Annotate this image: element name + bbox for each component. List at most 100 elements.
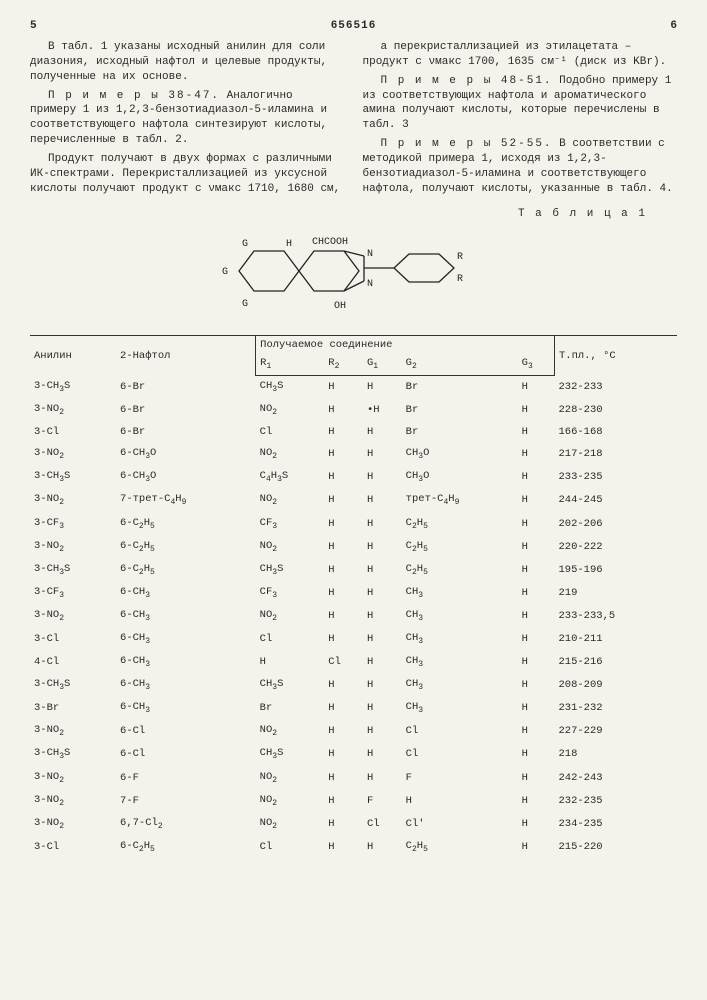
cell-t: 217-218	[554, 443, 677, 466]
cell-t: 227-229	[554, 720, 677, 743]
cell-t: 215-220	[554, 835, 677, 858]
cell-g3: H	[518, 697, 555, 720]
cell-a: 3-NO2	[30, 720, 116, 743]
cell-g2: CH3	[402, 651, 518, 674]
cell-g3: H	[518, 651, 555, 674]
table-row: 3-CF36-C2H5CF3HHC2H5H202-206	[30, 512, 677, 535]
cell-r2: H	[324, 604, 363, 627]
cell-n: 6-C2H5	[116, 558, 256, 581]
cell-g3: H	[518, 720, 555, 743]
cell-r1: NO2	[256, 489, 325, 512]
cell-g2: CH3	[402, 697, 518, 720]
cell-t: 244-245	[554, 489, 677, 512]
cell-r2: H	[324, 697, 363, 720]
left-column: В табл. 1 указаны исходный анилин для со…	[30, 40, 345, 200]
cell-g2: C2H5	[402, 512, 518, 535]
cell-g3: H	[518, 789, 555, 812]
cell-r1: NO2	[256, 535, 325, 558]
cell-a: 3-Cl	[30, 422, 116, 443]
cell-t: 228-230	[554, 399, 677, 422]
cell-t: 195-196	[554, 558, 677, 581]
cell-t: 218	[554, 743, 677, 766]
th-g3: G3	[518, 354, 555, 375]
cell-r1: NO2	[256, 720, 325, 743]
para-l2: П р и м е р ы 38-47. Аналогично примеру …	[30, 89, 345, 148]
cell-g1: H	[363, 697, 402, 720]
th-r1: R1	[256, 354, 325, 375]
cell-n: 6-CH3	[116, 674, 256, 697]
example-label-48-51: П р и м е р ы 48-51.	[381, 75, 553, 87]
table-row: 4-Cl6-CH3HClHCH3H215-216	[30, 651, 677, 674]
cell-r1: CH3S	[256, 375, 325, 399]
cell-n: 7-трет-C4H9	[116, 489, 256, 512]
cell-g1: H	[363, 674, 402, 697]
table-row: 3-NO27-FNO2HFHH232-235	[30, 789, 677, 812]
cell-r2: H	[324, 422, 363, 443]
cell-r2: Cl	[324, 651, 363, 674]
lbl-n1: N	[367, 249, 373, 260]
cell-g1: H	[363, 443, 402, 466]
cell-a: 3-CH3S	[30, 375, 116, 399]
cell-r1: CH3S	[256, 674, 325, 697]
cell-a: 3-NO2	[30, 535, 116, 558]
cell-g1: H	[363, 766, 402, 789]
cell-r2: H	[324, 399, 363, 422]
cell-g3: H	[518, 835, 555, 858]
cell-r1: NO2	[256, 812, 325, 835]
cell-a: 3-Cl	[30, 627, 116, 650]
cell-n: 7-F	[116, 789, 256, 812]
cell-t: 242-243	[554, 766, 677, 789]
cell-g3: H	[518, 443, 555, 466]
lbl-g3: G3	[242, 239, 248, 250]
cell-r1: NO2	[256, 766, 325, 789]
cell-n: 6-CH3	[116, 697, 256, 720]
cell-g1: H	[363, 466, 402, 489]
cell-a: 3-NO2	[30, 766, 116, 789]
cell-r1: C4H3S	[256, 466, 325, 489]
cell-r1: CF3	[256, 581, 325, 604]
cell-a: 3-CH3S	[30, 743, 116, 766]
cell-r2: H	[324, 720, 363, 743]
cell-r1: Cl	[256, 422, 325, 443]
cell-n: 6-CH3O	[116, 466, 256, 489]
cell-a: 3-NO2	[30, 812, 116, 835]
table-row: 3-Cl6-BrClHHBrH166-168	[30, 422, 677, 443]
cell-g1: Cl	[363, 812, 402, 835]
cell-t: 232-235	[554, 789, 677, 812]
cell-g3: H	[518, 399, 555, 422]
cell-g1: H	[363, 375, 402, 399]
th-g2: G2	[402, 354, 518, 375]
th-r2: R2	[324, 354, 363, 375]
cell-a: 3-CF3	[30, 512, 116, 535]
table-row: 3-NO26-CH3ONO2HHCH3OH217-218	[30, 443, 677, 466]
cell-n: 6-CH3	[116, 604, 256, 627]
para-l1: В табл. 1 указаны исходный анилин для со…	[30, 40, 345, 85]
cell-r2: H	[324, 674, 363, 697]
cell-n: 6-Br	[116, 399, 256, 422]
cell-r1: H	[256, 651, 325, 674]
cell-g2: CH3	[402, 674, 518, 697]
cell-a: 3-NO2	[30, 489, 116, 512]
cell-n: 6-CH3	[116, 581, 256, 604]
cell-t: 202-206	[554, 512, 677, 535]
cell-n: 6-Cl	[116, 743, 256, 766]
cell-n: 6-C2H5	[116, 512, 256, 535]
cell-g2: трет-C4H9	[402, 489, 518, 512]
cell-g1: H	[363, 489, 402, 512]
cell-g3: H	[518, 466, 555, 489]
cell-t: 233-233,5	[554, 604, 677, 627]
cell-r1: NO2	[256, 789, 325, 812]
left-page-num: 5	[30, 20, 37, 32]
cell-r1: Cl	[256, 835, 325, 858]
cell-g3: H	[518, 604, 555, 627]
cell-g1: H	[363, 581, 402, 604]
doc-number: 656516	[331, 20, 377, 32]
para-r3: П р и м е р ы 52-55. В соответствии с ме…	[363, 137, 678, 196]
cell-g2: Cl'	[402, 812, 518, 835]
cell-g1: H	[363, 604, 402, 627]
cell-r2: H	[324, 489, 363, 512]
cell-g1: H	[363, 627, 402, 650]
cell-n: 6-CH3O	[116, 443, 256, 466]
cell-r2: H	[324, 835, 363, 858]
table-row: 3-CH3S6-BrCH3SHHBrH232-233	[30, 375, 677, 399]
